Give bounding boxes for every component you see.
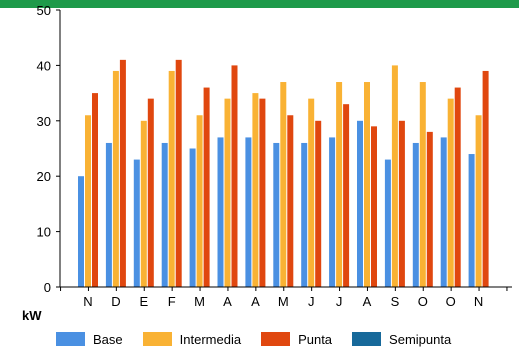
bar-punta — [483, 71, 489, 287]
bar-punta — [455, 88, 461, 287]
bar-base — [245, 137, 251, 287]
legend: Base Intermedia Punta Semipunta — [56, 330, 471, 348]
bars-group — [78, 60, 489, 287]
legend-item-intermedia: Intermedia — [143, 332, 241, 347]
legend-label: Punta — [298, 332, 332, 347]
bar-base — [78, 176, 84, 287]
y-axis-label: kW — [22, 308, 42, 323]
bar-punta — [148, 99, 154, 287]
x-tick-label: A — [223, 294, 232, 309]
bar-punta — [315, 121, 321, 287]
x-tick-label: O — [418, 294, 428, 309]
bar-intermedia — [141, 121, 147, 287]
bar-base — [385, 160, 391, 287]
bar-intermedia — [280, 82, 286, 287]
legend-item-base: Base — [56, 332, 123, 347]
legend-swatch — [352, 332, 381, 346]
bar-base — [273, 143, 279, 287]
legend-item-punta: Punta — [261, 332, 332, 347]
y-tick-label: 50 — [37, 3, 51, 18]
y-tick-label: 40 — [37, 58, 51, 73]
bar-intermedia — [336, 82, 342, 287]
legend-label: Base — [93, 332, 123, 347]
x-tick-label: D — [111, 294, 120, 309]
legend-item-semipunta: Semipunta — [352, 332, 451, 347]
bar-base — [469, 154, 475, 287]
x-tick-label: J — [336, 294, 343, 309]
legend-swatch — [143, 332, 172, 346]
bar-base — [441, 137, 447, 287]
bar-intermedia — [448, 99, 454, 287]
x-tick-label: E — [139, 294, 148, 309]
bar-intermedia — [476, 115, 482, 287]
x-tick-label: M — [194, 294, 205, 309]
bar-base — [413, 143, 419, 287]
bar-intermedia — [364, 82, 370, 287]
bar-base — [162, 143, 168, 287]
bar-punta — [120, 60, 126, 287]
bar-intermedia — [308, 99, 314, 287]
bar-chart: 0 10 20 30 40 50 N D E F M A A M J J A S O O N kW — [0, 0, 519, 330]
bar-base — [357, 121, 363, 287]
bar-base — [301, 143, 307, 287]
bar-intermedia — [113, 71, 119, 287]
x-tick-label: S — [391, 294, 400, 309]
y-tick-label: 10 — [37, 225, 51, 240]
x-tick-label: A — [251, 294, 260, 309]
bar-punta — [176, 60, 182, 287]
bar-punta — [92, 93, 98, 287]
bar-punta — [287, 115, 293, 287]
bar-base — [106, 143, 112, 287]
legend-swatch — [261, 332, 290, 346]
bar-base — [190, 149, 196, 288]
x-tick-label: M — [278, 294, 289, 309]
y-tick-label: 20 — [37, 169, 51, 184]
y-tick-label: 0 — [44, 280, 51, 295]
bar-intermedia — [392, 65, 398, 287]
bar-base — [134, 160, 140, 287]
x-tick-label: A — [363, 294, 372, 309]
bar-base — [218, 137, 224, 287]
bar-punta — [399, 121, 405, 287]
bar-punta — [343, 104, 349, 287]
bar-intermedia — [169, 71, 175, 287]
x-tick-label: O — [446, 294, 456, 309]
bar-intermedia — [197, 115, 203, 287]
legend-label: Intermedia — [180, 332, 241, 347]
bar-intermedia — [420, 82, 426, 287]
x-tick-label: N — [474, 294, 483, 309]
bar-intermedia — [225, 99, 231, 287]
x-tick-label: N — [83, 294, 92, 309]
y-tick-label: 30 — [37, 114, 51, 129]
legend-label: Semipunta — [389, 332, 451, 347]
legend-swatch — [56, 332, 85, 346]
y-ticks-group: 0 10 20 30 40 50 — [37, 3, 60, 295]
bar-punta — [259, 99, 265, 287]
bar-intermedia — [252, 93, 258, 287]
x-tick-label: F — [168, 294, 176, 309]
bar-punta — [427, 132, 433, 287]
bar-base — [329, 137, 335, 287]
bar-punta — [232, 65, 238, 287]
x-tick-label: J — [308, 294, 315, 309]
bar-punta — [204, 88, 210, 287]
bar-punta — [371, 126, 377, 287]
bar-intermedia — [85, 115, 91, 287]
